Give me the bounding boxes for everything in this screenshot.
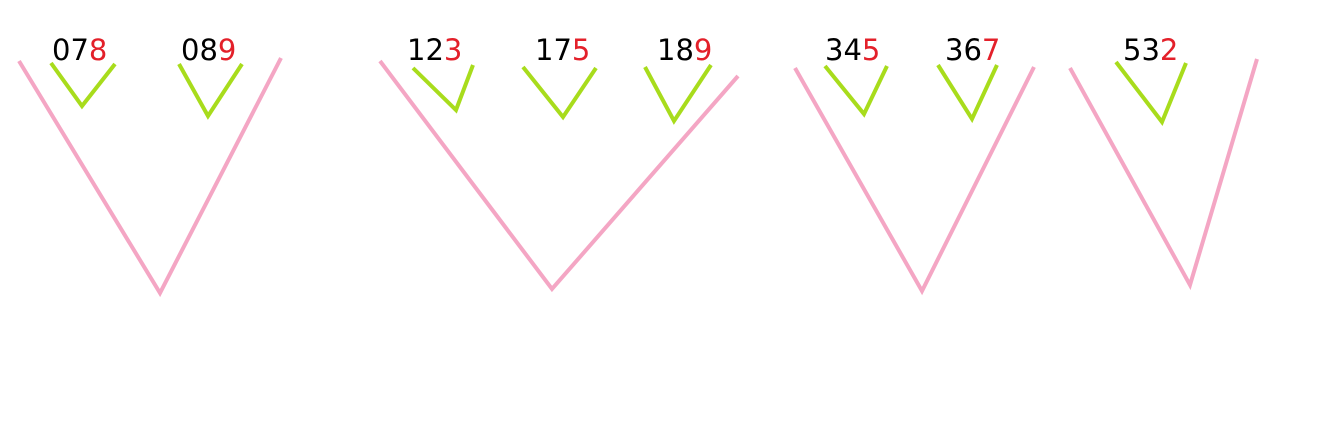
item-checkmarks bbox=[49, 60, 1188, 126]
number-last-digit: 9 bbox=[694, 33, 712, 67]
number-label: 123 bbox=[407, 33, 462, 67]
number-last-digit: 7 bbox=[982, 33, 1000, 67]
group-bracket-3 bbox=[793, 66, 1036, 296]
item-check-1-1 bbox=[49, 61, 117, 110]
number-last-digit: 2 bbox=[1160, 33, 1178, 67]
number-prefix: 36 bbox=[945, 33, 982, 67]
item-check-2-2 bbox=[521, 65, 598, 121]
item-check-4-1 bbox=[1114, 60, 1188, 126]
number-last-digit: 8 bbox=[89, 33, 107, 67]
number-prefix: 18 bbox=[657, 33, 694, 67]
number-prefix: 07 bbox=[52, 33, 89, 67]
item-check-3-1 bbox=[823, 64, 889, 118]
group-brackets bbox=[17, 57, 1259, 298]
number-prefix: 08 bbox=[181, 33, 218, 67]
number-prefix: 12 bbox=[407, 33, 444, 67]
number-label: 189 bbox=[657, 33, 712, 67]
number-label: 532 bbox=[1123, 33, 1178, 67]
number-label: 367 bbox=[945, 33, 1000, 67]
number-last-digit: 5 bbox=[862, 33, 880, 67]
number-label: 078 bbox=[52, 33, 107, 67]
number-prefix: 53 bbox=[1123, 33, 1160, 67]
item-check-2-3 bbox=[643, 63, 713, 125]
item-check-3-2 bbox=[936, 63, 999, 124]
group-bracket-2 bbox=[378, 59, 740, 293]
number-labels: 078 089 123 175 189 345 367 532 bbox=[52, 33, 1178, 67]
number-label: 345 bbox=[825, 33, 880, 67]
number-prefix: 34 bbox=[825, 33, 862, 67]
number-label: 089 bbox=[181, 33, 236, 67]
group-bracket-1 bbox=[17, 57, 283, 298]
number-label: 175 bbox=[535, 33, 590, 67]
item-check-1-2 bbox=[177, 62, 244, 120]
number-last-digit: 5 bbox=[572, 33, 590, 67]
number-prefix: 17 bbox=[535, 33, 572, 67]
item-check-2-1 bbox=[411, 64, 475, 114]
number-last-digit: 3 bbox=[444, 33, 462, 67]
number-last-digit: 9 bbox=[218, 33, 236, 67]
group-bracket-4 bbox=[1068, 58, 1259, 291]
